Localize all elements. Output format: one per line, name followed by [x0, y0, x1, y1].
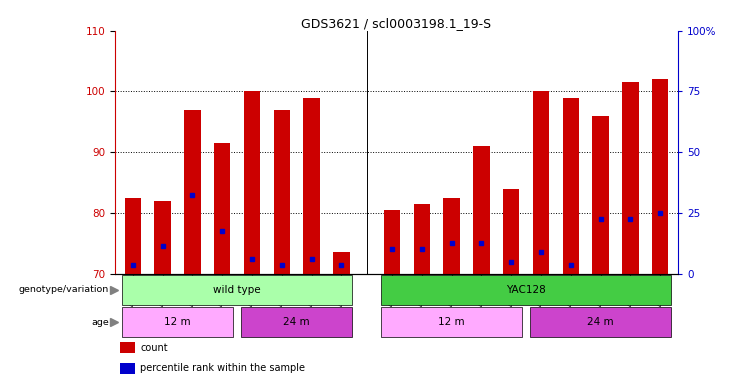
Text: genotype/variation: genotype/variation — [19, 285, 109, 295]
Bar — [244, 91, 260, 274]
Bar — [473, 146, 490, 274]
Bar — [273, 110, 290, 274]
Bar — [503, 189, 519, 274]
Bar — [622, 82, 639, 274]
Bar — [214, 143, 230, 274]
Bar — [121, 363, 135, 374]
Text: 24 m: 24 m — [283, 317, 310, 327]
Bar — [562, 98, 579, 274]
Text: 12 m: 12 m — [164, 317, 190, 327]
Text: percentile rank within the sample: percentile rank within the sample — [140, 363, 305, 373]
Text: YAC128: YAC128 — [506, 285, 546, 295]
Bar — [382, 275, 671, 305]
Title: GDS3621 / scl0003198.1_19-S: GDS3621 / scl0003198.1_19-S — [302, 17, 491, 30]
Bar — [533, 91, 549, 274]
Bar — [122, 275, 352, 305]
Text: age: age — [91, 318, 109, 327]
Bar — [154, 201, 170, 274]
Bar — [124, 198, 141, 274]
Bar — [592, 116, 609, 274]
Bar — [122, 308, 233, 337]
Text: wild type: wild type — [213, 285, 261, 295]
Bar — [382, 308, 522, 337]
Bar — [121, 342, 135, 353]
Bar — [652, 79, 668, 274]
Bar — [242, 308, 352, 337]
Text: 12 m: 12 m — [438, 317, 465, 327]
Bar — [384, 210, 400, 274]
Bar — [184, 110, 201, 274]
Bar — [413, 204, 430, 274]
Bar — [333, 252, 350, 274]
Text: 24 m: 24 m — [587, 317, 614, 327]
Bar — [531, 308, 671, 337]
Bar — [443, 198, 459, 274]
Text: count: count — [140, 343, 167, 353]
Bar — [303, 98, 319, 274]
